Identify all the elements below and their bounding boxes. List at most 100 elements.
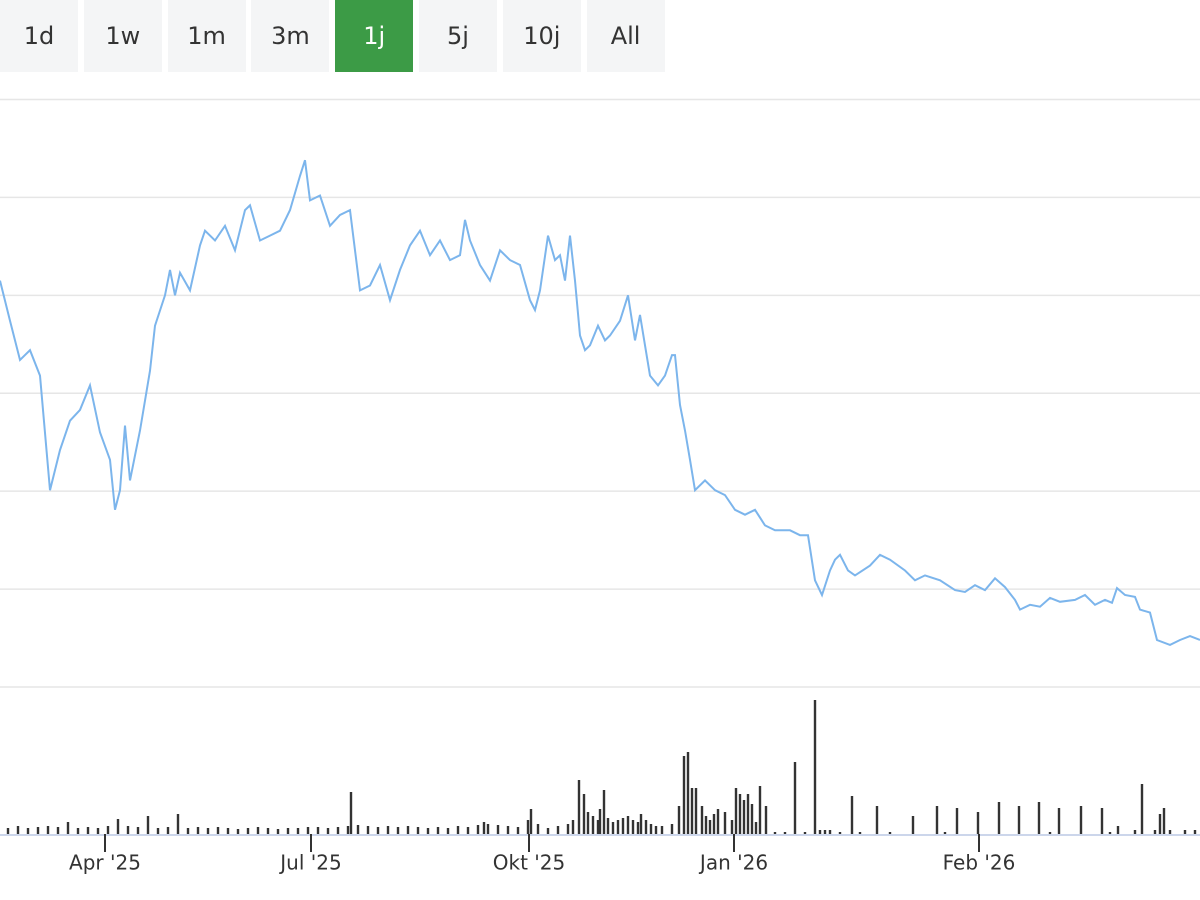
volume-bar <box>476 825 480 834</box>
volume-bar <box>686 752 690 834</box>
volume-bar <box>644 820 648 834</box>
volume-bar <box>582 794 586 834</box>
volume-bar <box>591 816 595 834</box>
volume-bar <box>858 832 862 834</box>
volume-bar <box>738 794 742 834</box>
volume-bar <box>888 832 892 834</box>
x-tick-label: Okt '25 <box>493 851 565 875</box>
volume-bar <box>482 822 486 834</box>
volume-bar <box>516 827 520 834</box>
volume-bar <box>742 800 746 834</box>
volume-bar <box>1193 830 1197 834</box>
volume-bar <box>216 827 220 834</box>
volume-bar <box>803 832 807 834</box>
volume-bar <box>506 826 510 834</box>
range-button[interactable]: 3m <box>251 0 330 72</box>
volume-bar <box>136 827 140 834</box>
volume-bar <box>486 824 490 834</box>
volume-bar <box>746 794 750 834</box>
volume-bar <box>734 788 738 834</box>
volume-bar <box>677 806 681 834</box>
volume-bar <box>716 809 720 834</box>
volume-bar <box>296 828 300 834</box>
volume-bar <box>86 827 90 834</box>
range-button[interactable]: 5j <box>419 0 497 72</box>
volume-bar <box>1162 808 1166 834</box>
range-button[interactable]: 1m <box>167 0 246 72</box>
volume-bar <box>396 827 400 834</box>
x-tick-label: Feb '26 <box>943 851 1016 875</box>
volume-bar <box>606 818 610 834</box>
volume-bar <box>611 822 615 834</box>
x-tick-label: Jan '26 <box>698 851 768 875</box>
range-button[interactable]: All <box>586 0 665 72</box>
volume-bar <box>660 826 664 834</box>
volume-bar <box>764 806 768 834</box>
volume-bar <box>196 827 200 834</box>
volume-bar <box>631 820 635 834</box>
volume-bar <box>306 827 310 834</box>
volume-bar <box>266 828 270 834</box>
price-line <box>0 159 1200 646</box>
volume-bar <box>206 828 210 834</box>
volume-bar <box>346 826 350 834</box>
volume-bar <box>602 790 606 834</box>
volume-bar <box>616 820 620 834</box>
volume-bar <box>416 827 420 834</box>
volume-bar <box>654 826 658 834</box>
volume-bar <box>639 814 643 834</box>
volume-bar <box>1158 814 1162 834</box>
volume-bar <box>649 824 653 834</box>
volume-bar <box>955 808 959 834</box>
volume-bar <box>670 824 674 834</box>
volume-bar <box>700 806 704 834</box>
volume-bar <box>1183 830 1187 834</box>
range-button[interactable]: 1d <box>0 0 78 72</box>
volume-bar <box>526 820 530 834</box>
volume-bar <box>773 832 777 834</box>
volume-bar <box>793 762 797 834</box>
volume-bar <box>1108 832 1112 834</box>
volume-bar <box>556 826 560 834</box>
volume-bar <box>1133 830 1137 834</box>
volume-bar <box>577 780 581 834</box>
volume-bar <box>828 830 832 834</box>
volume-bar <box>126 826 130 834</box>
volume-bar <box>750 804 754 834</box>
volume-bar <box>386 826 390 834</box>
range-button[interactable]: 10j <box>502 0 581 72</box>
volume-bar <box>626 816 630 834</box>
volume-bar <box>46 826 50 834</box>
volume-bar <box>156 828 160 834</box>
volume-bar <box>76 828 80 834</box>
volume-bar <box>875 806 879 834</box>
range-button[interactable]: 1w <box>83 0 162 72</box>
volume-bar <box>96 828 100 834</box>
volume-bar <box>176 814 180 834</box>
volume-bar <box>1153 830 1157 834</box>
volume-bar <box>246 828 250 834</box>
volume-bar <box>598 809 602 834</box>
x-tick-label: Apr '25 <box>69 851 141 875</box>
volume-bar <box>694 788 698 834</box>
volume-bar <box>426 828 430 834</box>
volume-bar <box>256 827 260 834</box>
volume-bar <box>823 830 827 834</box>
volume-bar <box>356 825 360 834</box>
volume-bar <box>723 812 727 834</box>
volume-bar <box>456 826 460 834</box>
volume-bar <box>813 700 817 834</box>
volume-bar <box>226 828 230 834</box>
volume-bar <box>546 828 550 834</box>
range-button[interactable]: 1j <box>335 0 414 72</box>
volume-bar <box>1140 784 1144 834</box>
volume-bar <box>1079 806 1083 834</box>
volume-bar <box>466 827 470 834</box>
volume-bar <box>730 820 734 834</box>
volume-bar <box>1057 808 1061 834</box>
volume-bar <box>566 824 570 834</box>
volume-bar <box>682 756 686 834</box>
volume-bar <box>571 820 575 834</box>
volume-bar <box>66 822 70 834</box>
